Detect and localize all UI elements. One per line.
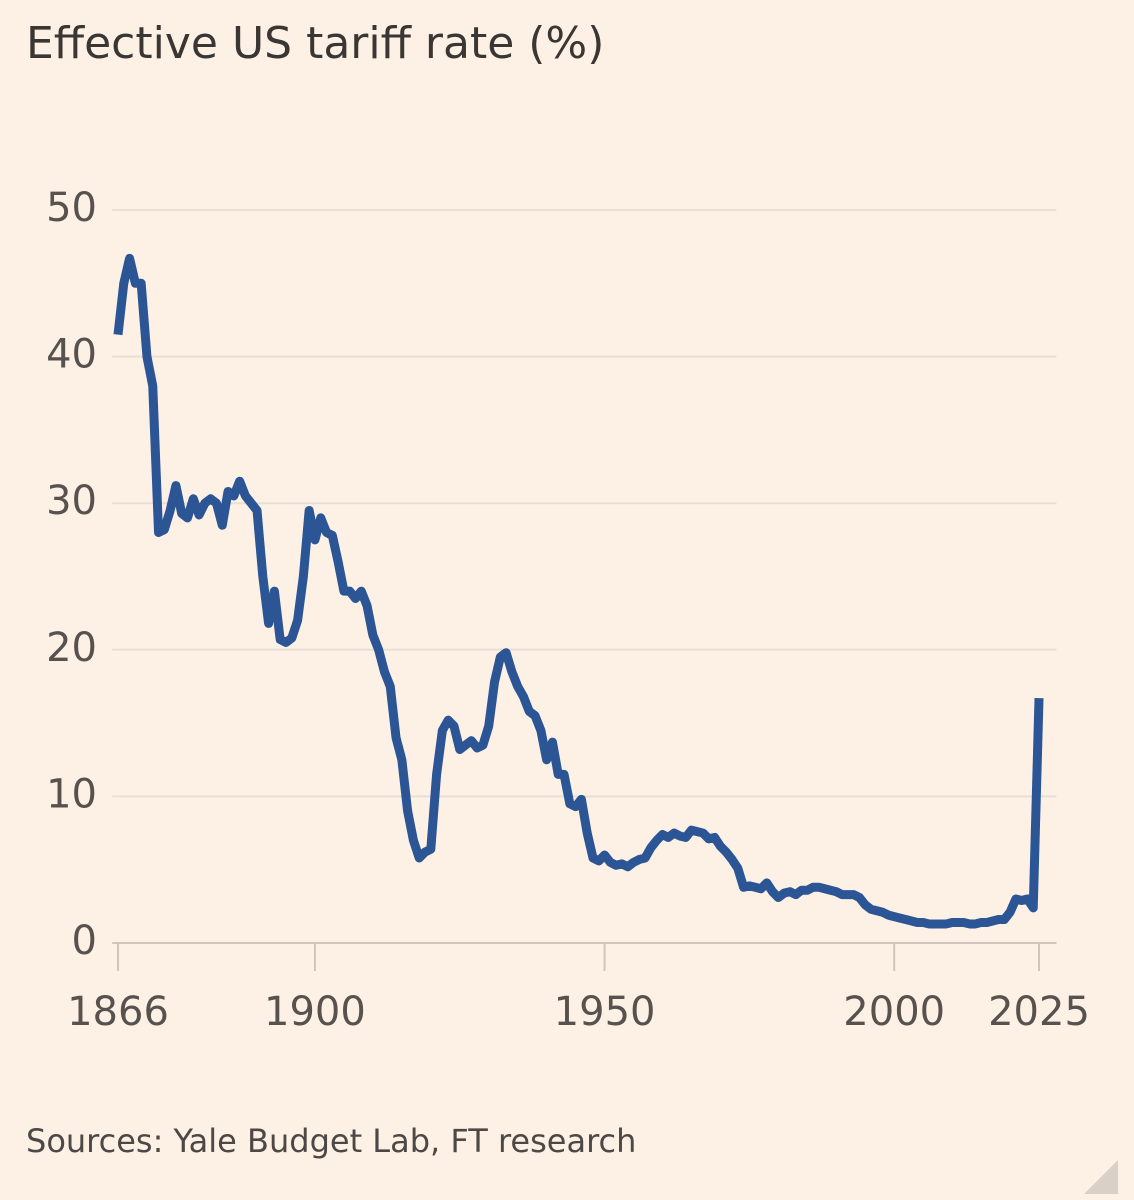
y-tick-label: 20 — [46, 625, 97, 671]
data-line — [113, 253, 1044, 929]
y-tick-label: 40 — [46, 332, 97, 378]
source-note: Sources: Yale Budget Lab, FT research — [26, 1122, 636, 1160]
y-tick-label: 30 — [46, 478, 97, 524]
chart-title: Effective US tariff rate (%) — [26, 18, 604, 69]
x-tick-label: 1950 — [554, 989, 656, 1035]
y-tick-label: 50 — [46, 185, 97, 231]
resize-corner — [1084, 1160, 1118, 1194]
y-tick-label: 10 — [46, 771, 97, 817]
x-tick-label: 2025 — [988, 989, 1090, 1035]
x-tick-label: 1866 — [67, 989, 169, 1035]
x-tick-label: 2000 — [843, 989, 945, 1035]
x-tick-label: 1900 — [264, 989, 366, 1035]
y-tick-label: 0 — [72, 918, 97, 964]
